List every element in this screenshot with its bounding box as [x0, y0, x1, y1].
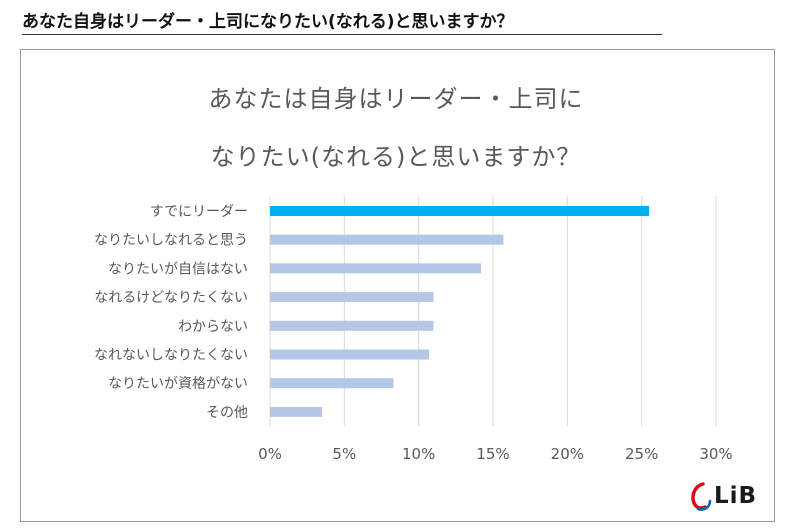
bar: [270, 234, 504, 245]
bar: [270, 206, 650, 216]
category-label: わからない: [178, 319, 248, 335]
x-tick-label: 30%: [699, 445, 732, 463]
bar: [270, 320, 434, 331]
chart-frame: [20, 49, 775, 522]
bar: [270, 292, 434, 303]
bar: [270, 406, 323, 417]
x-tick-label: 10%: [402, 445, 435, 463]
category-label: なれないしなりたくない: [94, 348, 248, 364]
page-header: あなた自身はリーダー・上司になりたい(なれる)と思いますか？: [22, 4, 662, 35]
chart-title-line-1: あなたは自身はリーダー・上司に: [208, 85, 584, 113]
chart-title: あなたは自身はリーダー・上司に なりたい(なれる)と思いますか？: [0, 70, 792, 186]
bar: [270, 378, 394, 389]
x-tick-label: 20%: [551, 445, 584, 463]
category-label: その他: [206, 405, 248, 421]
category-label: なりたいが資格がない: [108, 376, 248, 392]
bar: [270, 263, 482, 274]
x-tick-label: 5%: [332, 445, 356, 463]
category-label: なりたいが自信はない: [108, 261, 248, 277]
lib-logo: LiB: [686, 481, 776, 513]
bar: [270, 349, 430, 360]
category-label: なりたいしなれると思う: [94, 233, 248, 249]
category-label: すでにリーダー: [150, 204, 248, 220]
lib-logo-mark-icon: [691, 482, 712, 511]
x-tick-label: 15%: [476, 445, 509, 463]
x-tick-label: 25%: [625, 445, 658, 463]
chart-title-line-2: なりたい(なれる)と思いますか？: [210, 143, 582, 171]
x-tick-label: 0%: [258, 445, 282, 463]
category-label: なれるけどなりたくない: [94, 290, 248, 306]
page-title: あなた自身はリーダー・上司になりたい(なれる)と思いますか？: [22, 12, 514, 32]
lib-logo-text: LiB: [714, 483, 758, 509]
